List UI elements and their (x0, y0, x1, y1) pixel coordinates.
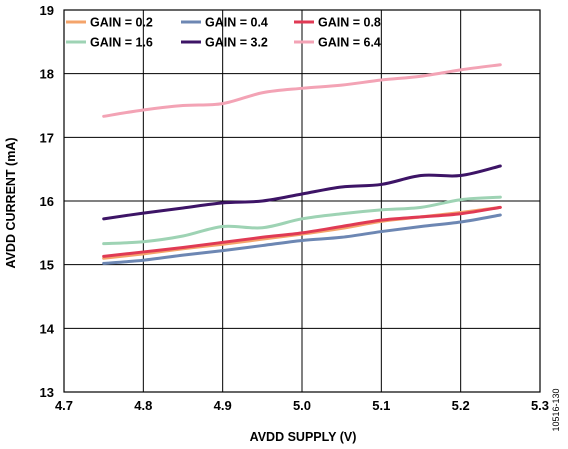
y-tick-label: 17 (40, 130, 54, 145)
series-lines (102, 63, 502, 265)
series-line-gain-0-4 (102, 213, 502, 265)
legend-label: GAIN = 0.4 (205, 16, 268, 30)
x-tick-label: 5.3 (531, 398, 549, 413)
plot-frame (63, 9, 541, 393)
y-tick-label: 13 (40, 385, 54, 400)
y-tick-labels: 13 14 15 16 17 18 19 (40, 3, 55, 400)
legend-label: GAIN = 1.6 (90, 36, 153, 50)
series-line-gain-0-8 (102, 205, 502, 258)
x-tick-label: 5.2 (452, 398, 470, 413)
series-line-gain-3-2 (102, 164, 502, 221)
y-tick-label: 14 (40, 321, 55, 336)
y-tick-label: 15 (40, 258, 54, 273)
y-axis-label: AVDD CURRENT (mA) (4, 137, 18, 268)
x-tick-labels: 4.7 4.8 4.9 5.0 5.1 5.2 5.3 (55, 398, 549, 413)
x-tick-label: 4.7 (55, 398, 73, 413)
x-tick-label: 4.9 (214, 398, 232, 413)
series-line-gain-6-4 (102, 63, 502, 118)
x-tick-label: 4.8 (134, 398, 152, 413)
x-tick-label: 5.0 (293, 398, 311, 413)
y-tick-label: 16 (40, 194, 54, 209)
figure-id: 10516-130 (551, 388, 561, 431)
legend-label: GAIN = 6.4 (318, 36, 381, 50)
legend: GAIN = 0.2 GAIN = 0.4 GAIN = 0.8 GAIN = 1.6… (66, 16, 381, 50)
x-tick-label: 5.1 (372, 398, 390, 413)
x-axis-label: AVDD SUPPLY (V) (250, 430, 357, 444)
legend-label: GAIN = 0.8 (318, 16, 381, 30)
y-tick-label: 18 (40, 67, 54, 82)
y-tick-label: 19 (40, 3, 54, 18)
legend-label: GAIN = 0.2 (90, 16, 153, 30)
series-line-gain-1-6 (102, 195, 502, 246)
legend-label: GAIN = 3.2 (205, 36, 268, 50)
